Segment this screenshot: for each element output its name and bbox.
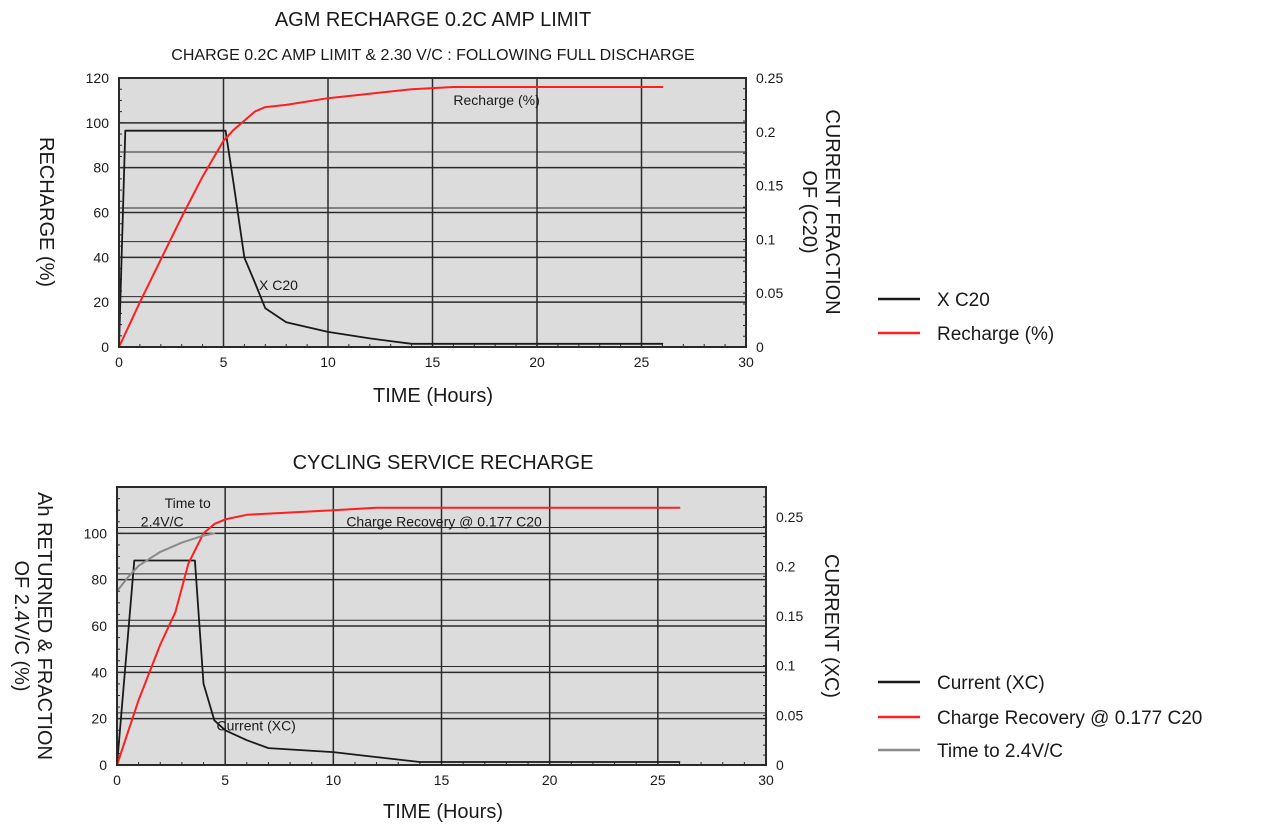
chart-1-y2-axis-title-line1: CURRENT FRACTION [821, 109, 843, 314]
chart-1-subtitle: CHARGE 0.2C AMP LIMIT & 2.30 V/C : FOLLO… [171, 47, 694, 64]
chart-1-y2-tick-label: 0.2 [756, 124, 776, 140]
chart-1-y2-tick-label: 0.1 [756, 231, 776, 247]
chart-2-annotation-time-to-line2: 2.4V/C [141, 513, 184, 529]
chart-2-y-axis-title-line1: Ah RETURNED & FRACTION [33, 492, 55, 760]
chart-2-series [116, 506, 681, 766]
chart-2-y-tick-label: 0 [99, 757, 107, 773]
chart-2-series-current-xc [116, 559, 681, 766]
chart-2-annotation-time-to-line1: Time to [165, 495, 211, 511]
chart-2-y2-tick-label: 0 [776, 757, 784, 773]
chart-2-legend-label-charge-recovery: Charge Recovery @ 0.177 C20 [937, 708, 1202, 729]
chart-1-annotation-recharge: Recharge (%) [453, 92, 539, 108]
chart-1-y-tick-label: 120 [86, 70, 110, 86]
chart-1-gridlines [119, 78, 746, 347]
chart-2-legend: Current (XC) Charge Recovery @ 0.177 C20… [878, 673, 1202, 762]
chart-1-legend: X C20 Recharge (%) [878, 290, 1054, 345]
chart-1-y-tick-label: 20 [93, 294, 109, 310]
chart-2-x-tick-label: 25 [650, 772, 666, 788]
chart-1: AGM RECHARGE 0.2C AMP LIMIT CHARGE 0.2C … [35, 9, 1054, 407]
chart-2-y2-axis-title: CURRENT (XC) [820, 554, 842, 698]
chart-1-series-x-c20 [118, 129, 664, 348]
chart-2-y-tick-label: 20 [91, 711, 107, 727]
chart-2-x-axis-title: TIME (Hours) [383, 801, 503, 823]
chart-2-y2-tick-label: 0.2 [776, 558, 796, 574]
chart-2-legend-label-current: Current (XC) [937, 673, 1045, 694]
chart-2-y2-tick-label: 0.05 [776, 707, 803, 723]
chart-1-x-tick-label: 10 [320, 354, 336, 370]
chart-1-y2-tick-label: 0.15 [756, 178, 783, 194]
chart-2-gridlines [117, 487, 766, 765]
chart-1-y2-tick-label: 0.05 [756, 285, 783, 301]
chart-2-x-tick-label: 15 [434, 772, 450, 788]
chart-2: CYCLING SERVICE RECHARGE 0 5 10 15 20 25 30020… [10, 452, 1202, 823]
chart-2-y-tick-label: 80 [91, 572, 107, 588]
chart-1-x-tick-label: 5 [220, 354, 228, 370]
chart-1-plot-frame [118, 77, 747, 348]
chart-1-legend-label-xc20: X C20 [937, 290, 990, 311]
chart-2-x-tick-label: 10 [326, 772, 342, 788]
chart-2-x-tick-label: 5 [221, 772, 229, 788]
chart-1-x-tick-label: 25 [634, 354, 650, 370]
chart-1-y-tick-label: 0 [101, 339, 109, 355]
chart-2-y-tick-label: 40 [91, 664, 107, 680]
chart-1-y2-tick-label: 0.25 [756, 70, 783, 86]
chart-1-ticks: 0 5 10 15 20 25 3002040608010012000.050.10.150… [86, 70, 784, 370]
chart-1-y-axis-title: RECHARGE (%) [35, 137, 57, 287]
chart-1-y2-tick-label: 0 [756, 339, 764, 355]
chart-2-annotation-current: Current (XC) [217, 717, 296, 733]
chart-2-series-charge-recovery-0-177-c20 [116, 506, 681, 766]
chart-1-x-tick-label: 0 [115, 354, 123, 370]
chart-2-ticks: 0 5 10 15 20 25 3002040608010000.050.10.150.20… [84, 486, 803, 788]
chart-2-x-tick-label: 30 [758, 772, 774, 788]
chart-2-y-axis-title-line2: OF 2.4V/C (%) [10, 560, 32, 691]
chart-2-x-tick-label: 0 [113, 772, 121, 788]
chart-1-x-tick-label: 20 [529, 354, 545, 370]
chart-1-series [118, 86, 664, 348]
chart-2-series-time-to-2-4v-c [116, 532, 216, 593]
chart-2-title: CYCLING SERVICE RECHARGE [293, 452, 594, 474]
chart-1-legend-label-recharge: Recharge (%) [937, 324, 1054, 345]
chart-2-x-tick-label: 20 [542, 772, 558, 788]
chart-1-y-tick-label: 80 [93, 160, 109, 176]
chart-2-legend-label-time-to: Time to 2.4V/C [937, 741, 1063, 762]
chart-2-plot-frame [116, 486, 767, 766]
chart-2-y2-tick-label: 0.1 [776, 658, 796, 674]
chart-1-y2-axis-title-line2: OF (C20) [798, 170, 820, 253]
chart-1-title: AGM RECHARGE 0.2C AMP LIMIT [275, 9, 591, 31]
chart-1-annotation-xc20: X C20 [259, 277, 298, 293]
chart-2-y-tick-label: 100 [84, 525, 108, 541]
chart-1-y-tick-label: 40 [93, 249, 109, 265]
chart-1-x-axis-title: TIME (Hours) [373, 385, 493, 407]
chart-1-y-tick-label: 60 [93, 205, 109, 221]
chart-1-x-tick-label: 30 [738, 354, 754, 370]
chart-1-series-recharge [118, 86, 664, 348]
chart-2-y2-tick-label: 0.15 [776, 608, 803, 624]
chart-1-y-tick-label: 100 [86, 115, 110, 131]
chart-2-y-tick-label: 60 [91, 618, 107, 634]
chart-2-annotation-charge-recovery: Charge Recovery @ 0.177 C20 [346, 513, 542, 529]
chart-1-x-tick-label: 15 [425, 354, 441, 370]
chart-2-y2-tick-label: 0.25 [776, 509, 803, 525]
